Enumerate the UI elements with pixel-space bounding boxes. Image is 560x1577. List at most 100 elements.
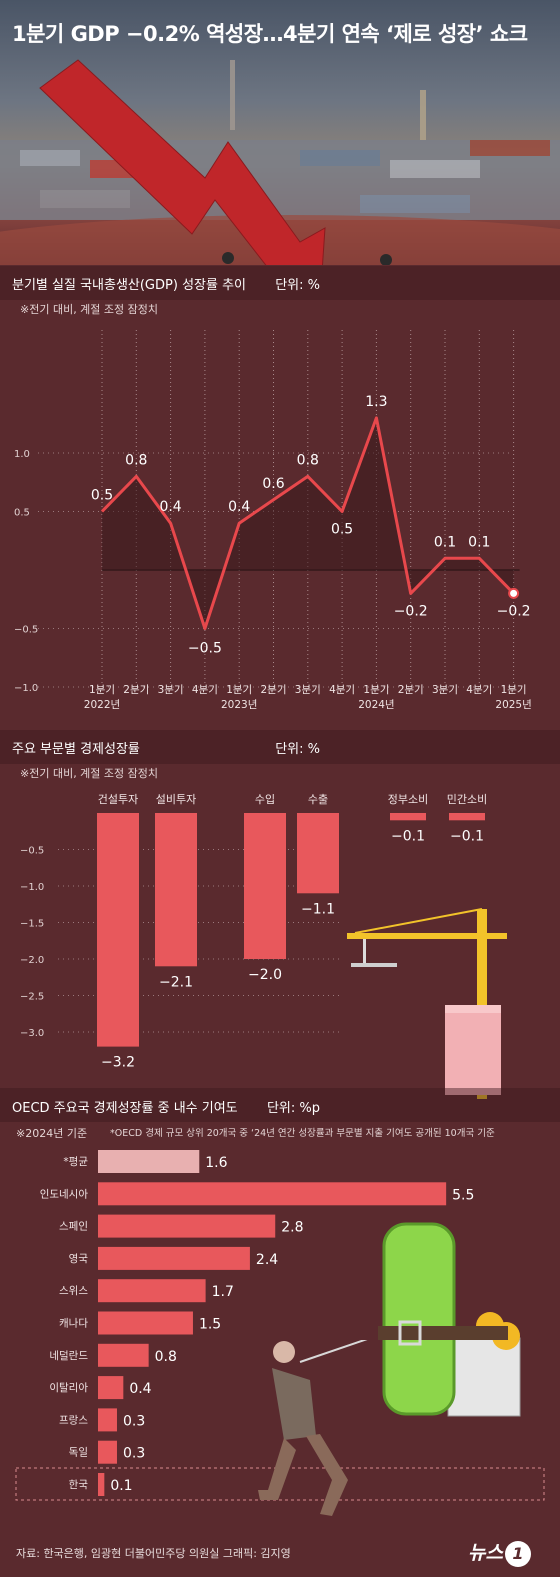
money-roll-icon [378,1222,521,1417]
gdp-data-label: 0.4 [228,499,250,515]
gdp-line-chart: 1.0 0.5 −0.5 −1.0 0.5 0.8 0.4 −0.5 0.4 0.6 0.8 0.5 1… [14,330,532,711]
gdp-xtick-label: 1분기 [363,684,389,696]
sector-panel-header [0,730,560,764]
oecd-category-label: *평균 [63,1156,88,1168]
gdp-xtick-label: 1분기 [89,684,115,696]
news1-logo: 뉴스 1 [468,1538,531,1567]
gdp-data-label: 0.5 [331,522,353,538]
oecd-data-label: 5.5 [452,1187,474,1203]
sector-chart-title: 주요 부문별 경제성장률 [12,742,140,757]
oecd-data-label: 0.3 [123,1446,145,1462]
oecd-data-label: 1.7 [212,1284,234,1300]
oecd-data-label: 0.4 [129,1381,151,1397]
sector-data-label: −0.1 [450,828,484,844]
gdp-data-label: −0.2 [497,603,531,619]
sector-data-label: −2.0 [248,967,282,983]
oecd-data-label: 0.1 [110,1478,132,1494]
gdp-data-label: 0.1 [468,534,490,550]
oecd-category-label: 캐나다 [59,1318,88,1330]
oecd-chart-unit: 단위: %p [266,1101,320,1116]
sector-ytick-label: −1.0 [20,882,44,893]
sector-chart-note: ※전기 대비, 계절 조정 잠정치 [20,767,159,780]
gdp-xtick-label: 1분기 [501,684,527,696]
sector-bar [297,813,339,894]
oecd-panel-header [0,1088,560,1122]
oecd-bar-chart: *평균 1.6 인도네시아 5.5 스페인 2.8 영국 2.4 스위스 1.7 캐나다 1.5 네덜란… [15,1150,545,1501]
gdp-ytick-label: −1.0 [14,683,38,694]
sector-ytick-label: −0.5 [20,846,44,857]
oecd-category-label: 인도네시아 [40,1188,89,1200]
sector-category-label: 건설투자 [98,793,138,806]
oecd-data-label: 0.8 [155,1349,177,1365]
gdp-data-label: 0.5 [91,488,113,504]
gdp-data-label: −0.2 [394,603,428,619]
oecd-bar [98,1246,250,1270]
oecd-bar [98,1376,124,1400]
sector-data-label: −1.1 [301,901,335,917]
oecd-bar [98,1343,149,1367]
oecd-bar [98,1408,117,1432]
oecd-category-label: 독일 [69,1446,88,1459]
oecd-chart-subnote: *OECD 경제 규모 상위 20개국 중 ‘24년 연간 성장률과 부문별 지… [110,1128,495,1139]
gdp-chart-unit: 단위: % [275,278,320,293]
oecd-data-label: 2.4 [256,1252,278,1268]
page-title: 1분기 GDP −0.2% 역성장…4분기 연속 ‘제로 성장’ 쇼크 [12,22,528,46]
oecd-bar [98,1473,105,1496]
gdp-chart-note: ※전기 대비, 계절 조정 잠정치 [20,303,159,316]
sector-bar [390,813,426,821]
sector-category-label: 설비투자 [156,793,196,806]
gdp-xtick-label: 2분기 [260,684,286,696]
oecd-category-label: 한국 [69,1479,89,1491]
gdp-xtick-label: 4분기 [329,684,355,696]
tower-crane-icon [347,908,507,1099]
oecd-chart-note: ※2024년 기준 [16,1127,88,1140]
logo-number: 1 [504,1541,531,1567]
gdp-line [100,416,515,630]
gdp-data-label: 0.6 [262,476,284,492]
sector-bar [97,813,139,1047]
sector-chart-unit: 단위: % [275,742,320,757]
gdp-year-label: 2023년 [221,699,257,711]
oecd-data-label: 1.6 [205,1155,227,1171]
gdp-data-label: 0.4 [159,499,181,515]
sector-bar [244,813,286,959]
gdp-xtick-label: 3분기 [295,684,321,696]
oecd-data-label: 1.5 [199,1317,221,1333]
sector-data-label: −2.1 [159,974,193,990]
gdp-point-latest [508,587,520,599]
gdp-panel-header [0,266,560,300]
gdp-data-label: 0.1 [434,534,456,550]
gdp-area [102,417,514,629]
gdp-data-label: 1.3 [365,394,387,410]
gdp-ytick-label: −0.5 [14,625,38,636]
gdp-xtick-label: 4분기 [192,684,218,696]
oecd-bar [98,1214,276,1238]
gdp-ytick-label: 0.5 [14,508,30,519]
gdp-data-label: −0.5 [188,641,222,657]
gdp-xtick-label: 2분기 [398,684,424,696]
logo-text: 뉴스 [468,1542,503,1564]
gdp-data-label: 0.8 [125,452,147,468]
oecd-data-label: 2.8 [281,1220,303,1236]
oecd-bar [98,1440,117,1464]
oecd-category-label: 프랑스 [59,1414,88,1426]
falling-arrow-icon [39,59,326,265]
sector-ytick-label: −3.0 [20,1028,44,1039]
sector-category-label: 수출 [308,793,328,806]
gdp-chart-title: 분기별 실질 국내총생산(GDP) 성장률 추이 [12,278,246,293]
sector-bar [449,813,485,821]
sector-ytick-label: −2.0 [20,955,44,966]
gdp-xtick-label: 3분기 [432,684,458,696]
oecd-bar [98,1150,200,1173]
sector-category-label: 정부소비 [388,793,428,806]
oecd-chart-title: OECD 주요국 경제성장률 중 내수 기여도 [12,1101,238,1116]
sector-data-label: −3.2 [101,1055,135,1071]
gdp-xtick-label: 1분기 [226,684,252,696]
gdp-xtick-label: 2분기 [123,684,149,696]
gdp-ytick-label: 1.0 [14,449,30,460]
oecd-bar [98,1311,193,1335]
hero-banner: 1분기 GDP −0.2% 역성장…4분기 연속 ‘제로 성장’ 쇼크 [0,0,560,265]
oecd-category-label: 스위스 [59,1284,88,1297]
sector-bar [155,813,197,967]
gdp-year-label: 2022년 [84,699,120,711]
